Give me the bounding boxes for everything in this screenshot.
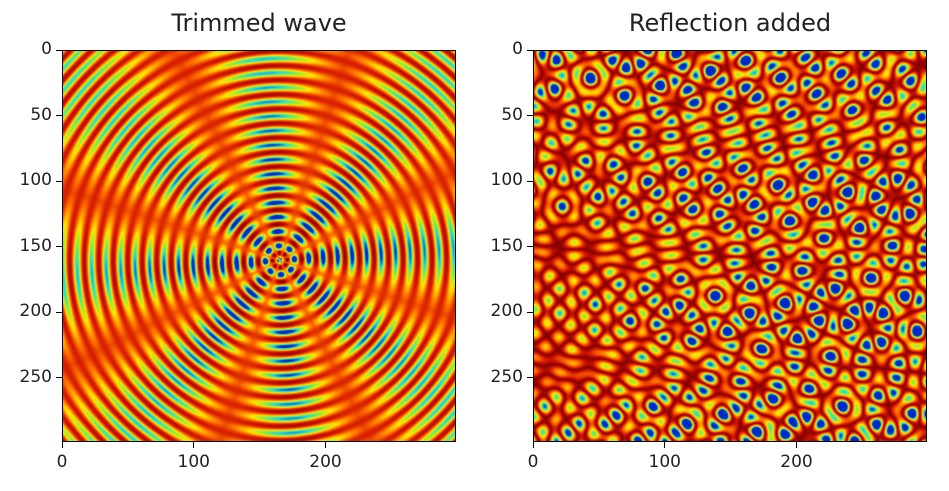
y-tick-label: 100 xyxy=(19,170,52,191)
y-tick-label: 150 xyxy=(490,235,523,256)
axes-frame xyxy=(62,50,456,442)
y-tick-mark xyxy=(56,115,62,117)
y-tick-label: 250 xyxy=(19,366,52,387)
y-tick-label: 150 xyxy=(19,235,52,256)
y-tick-mark xyxy=(56,49,62,51)
y-tick-label: 50 xyxy=(501,104,523,125)
x-tick-mark xyxy=(664,442,666,448)
y-tick-mark xyxy=(527,180,533,182)
axes-frame xyxy=(533,50,927,442)
y-tick-mark xyxy=(527,377,533,379)
y-tick-label: 200 xyxy=(490,301,523,322)
x-tick-mark xyxy=(193,442,195,448)
x-tick-mark xyxy=(532,442,534,448)
y-tick-label: 100 xyxy=(490,170,523,191)
x-tick-label: 0 xyxy=(56,452,68,472)
x-tick-label: 200 xyxy=(309,452,342,472)
y-tick-mark xyxy=(527,49,533,51)
x-tick-label: 100 xyxy=(648,452,681,472)
y-tick-label: 200 xyxy=(19,301,52,322)
y-tick-mark xyxy=(527,115,533,117)
x-tick-mark xyxy=(325,442,327,448)
chart-title: Trimmed wave xyxy=(171,9,347,37)
heatmap-image xyxy=(533,50,927,442)
y-tick-mark xyxy=(56,377,62,379)
x-tick-mark xyxy=(796,442,798,448)
y-tick-label: 50 xyxy=(30,104,52,125)
chart-title: Reflection added xyxy=(628,9,832,37)
y-tick-mark xyxy=(56,180,62,182)
y-tick-label: 0 xyxy=(512,39,523,59)
x-tick-label: 0 xyxy=(527,452,539,472)
y-tick-mark xyxy=(56,246,62,248)
x-tick-mark xyxy=(61,442,63,448)
x-tick-label: 100 xyxy=(177,452,210,472)
y-tick-mark xyxy=(527,311,533,313)
y-tick-mark xyxy=(527,246,533,248)
x-tick-label: 200 xyxy=(780,452,813,472)
y-tick-label: 250 xyxy=(490,366,523,387)
y-tick-mark xyxy=(56,311,62,313)
heatmap-image xyxy=(62,50,456,442)
y-tick-label: 0 xyxy=(41,39,52,59)
